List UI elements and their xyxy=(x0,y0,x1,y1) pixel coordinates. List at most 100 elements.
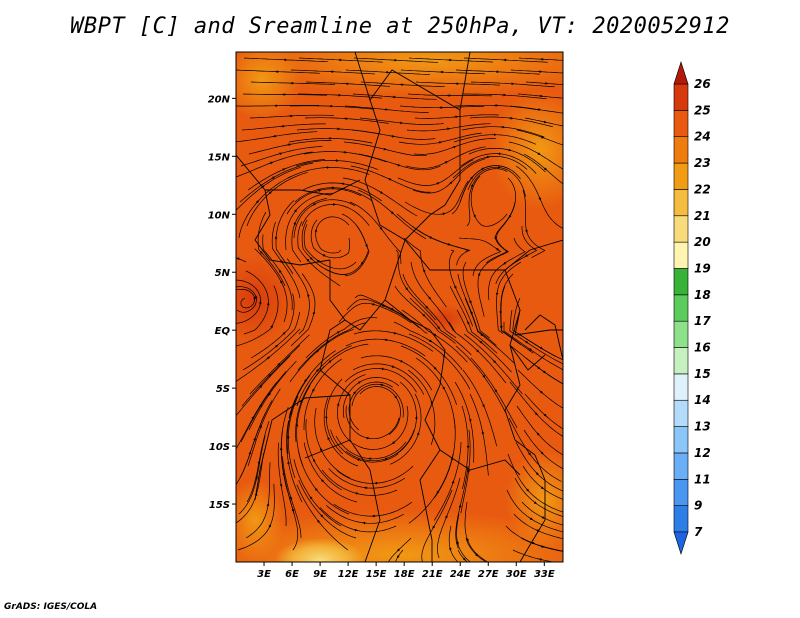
streamline-arrow xyxy=(536,432,540,436)
streamline-arrow xyxy=(445,514,449,519)
streamline-arrow xyxy=(259,403,262,408)
colorbar-over-arrow xyxy=(673,61,689,85)
hot-region-west xyxy=(236,255,295,345)
colorbar-segment xyxy=(673,478,689,506)
streamline-arrow xyxy=(255,475,258,480)
streamline-arrow xyxy=(494,388,498,393)
streamline-arrow xyxy=(328,360,332,364)
streamline-arrow xyxy=(394,394,397,399)
x-tick-label: 30E xyxy=(506,569,527,580)
streamline-arrow xyxy=(336,331,341,334)
y-tick-label: 5S xyxy=(216,384,230,395)
x-tick-label: 15E xyxy=(366,569,387,580)
x-axis: 3E 6E 9E 12E 15E 18E 21E 24E 27E 30E 33E xyxy=(257,562,555,580)
streamline-arrow xyxy=(270,324,273,329)
streamline-arrow xyxy=(390,134,395,138)
streamline-arrow xyxy=(361,261,364,265)
y-tick-label: EQ xyxy=(215,326,231,337)
streamline-arrow xyxy=(281,168,286,171)
streamline-arrow xyxy=(442,385,445,390)
colorbar-segment xyxy=(673,347,689,375)
streamline-arrow xyxy=(293,209,297,214)
colorbar-label: 21 xyxy=(694,209,711,223)
x-tick-label: 24E xyxy=(450,569,471,580)
y-tick-label: 15N xyxy=(208,152,231,163)
streamline-arrow xyxy=(336,402,340,408)
streamline-arrow xyxy=(267,373,272,378)
colorbar-segment xyxy=(673,162,689,190)
streamline-arrow xyxy=(306,258,310,263)
streamline-arrow xyxy=(365,436,370,440)
streamline-arrow xyxy=(503,261,507,265)
streamline-arrow xyxy=(356,458,362,462)
y-axis: 20N 15N 10N 5N EQ 5S 10S 15S xyxy=(208,94,236,511)
streamline-arrow xyxy=(449,181,453,185)
streamline-arrow xyxy=(384,457,389,460)
streamline-arrow xyxy=(478,272,481,277)
warm-region-northwest xyxy=(236,52,302,120)
streamline-arrow xyxy=(382,147,387,151)
streamline-arrow xyxy=(479,333,484,337)
streamline-arrow xyxy=(482,374,486,379)
country-border xyxy=(439,449,521,476)
streamline-arrow xyxy=(470,310,473,315)
streamline-arrow xyxy=(529,517,533,521)
streamline-arrow xyxy=(392,331,397,335)
colorbar-segment xyxy=(673,136,689,164)
streamline-arrow xyxy=(255,200,259,204)
pale-region-southwest xyxy=(275,538,365,562)
streamline-arrow xyxy=(293,221,296,227)
country-border xyxy=(304,439,351,459)
streamline-arrow xyxy=(421,313,426,317)
streamline-arrow xyxy=(528,348,533,351)
streamline-arrow xyxy=(320,514,324,518)
streamline-arrow xyxy=(396,554,400,559)
streamline-arrow xyxy=(452,480,455,485)
streamline-arrow xyxy=(427,296,431,300)
streamline-arrow xyxy=(473,214,477,219)
x-tick-label: 9E xyxy=(313,569,327,580)
streamline-arrow xyxy=(479,340,483,344)
streamline-arrow xyxy=(390,365,395,368)
streamline-arrow xyxy=(533,501,537,505)
streamline-arrow xyxy=(315,368,319,373)
y-tick-label: 15S xyxy=(209,500,230,511)
streamline-arrow xyxy=(259,424,263,430)
streamline-arrow xyxy=(307,293,310,298)
streamline-arrow xyxy=(254,295,258,300)
x-tick-label: 27E xyxy=(478,569,499,580)
x-tick-label: 3E xyxy=(257,569,271,580)
colorbar-label: 23 xyxy=(694,156,711,170)
streamline-arrow xyxy=(524,340,529,344)
colorbar-label: 20 xyxy=(694,235,711,249)
colorbar-segment xyxy=(673,83,689,111)
streamline-arrow xyxy=(443,161,448,164)
country-border xyxy=(254,394,351,501)
streamline-arrow xyxy=(481,430,485,436)
streamline-arrow xyxy=(257,460,261,465)
streamline-arrow xyxy=(539,390,544,394)
colorbar-segment xyxy=(673,373,689,401)
warm-region-southwest xyxy=(236,480,285,560)
colorbar-segment xyxy=(673,505,689,533)
streamline-arrow xyxy=(437,141,443,144)
streamline-arrow xyxy=(312,311,316,316)
streamline-arrow xyxy=(539,135,545,139)
streamline-arrow xyxy=(276,362,281,367)
streamline-arrow xyxy=(282,331,286,336)
streamline-arrow xyxy=(495,291,499,296)
streamline-arrow xyxy=(309,257,314,261)
country-border xyxy=(524,314,563,361)
streamline-arrow xyxy=(251,416,254,421)
country-border xyxy=(504,309,546,562)
colorbar: 7 9 11 12 13 14 15 16 17 18 19 20 21 22 23 24 25 26 xyxy=(673,61,711,555)
streamline-arrow xyxy=(524,254,529,257)
streamline-arrow xyxy=(543,413,547,417)
streamline-arrow xyxy=(379,190,384,194)
streamline-arrow xyxy=(396,163,401,167)
streamline-arrow xyxy=(390,210,394,215)
colorbar-label: 24 xyxy=(694,130,711,144)
country-border xyxy=(384,299,446,562)
credit-label: GrADS: IGES/COLA xyxy=(4,602,98,612)
colorbar-label: 16 xyxy=(694,341,711,355)
